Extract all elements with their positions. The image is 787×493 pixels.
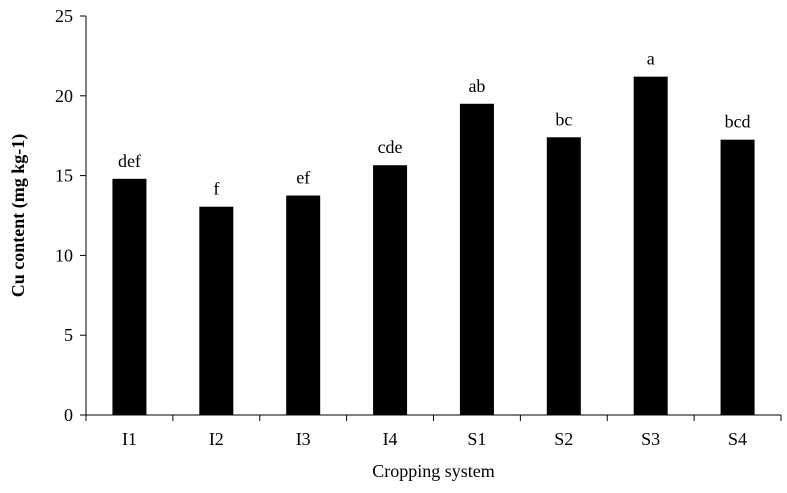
x-axis-ticks: I1 I2 I3 I4 S1 S2 S3 S4 (85, 415, 782, 449)
significance-label: f (213, 179, 219, 199)
significance-label: cde (378, 137, 403, 157)
bar-S1 (459, 103, 494, 415)
y-tick-label: 25 (55, 6, 73, 26)
bars-group: def f ef cde ab bc a bcd (112, 49, 755, 415)
bar-S3 (633, 76, 668, 415)
x-category-label: I3 (296, 429, 311, 449)
x-category-label: S3 (641, 429, 660, 449)
y-axis-ticks: 0 5 10 15 20 25 (55, 6, 86, 425)
x-axis-title: Cropping system (372, 461, 495, 481)
bar-I3 (286, 195, 321, 415)
significance-label: bc (555, 109, 572, 129)
x-category-label: S1 (467, 429, 486, 449)
significance-label: ab (468, 76, 485, 96)
y-tick-label: 5 (64, 325, 73, 345)
bar-I4 (373, 165, 408, 415)
y-tick-label: 0 (64, 405, 73, 425)
y-tick-label: 10 (55, 245, 73, 265)
bar-S2 (546, 137, 581, 415)
bar-I1 (112, 178, 147, 415)
bar-S4 (720, 139, 755, 415)
x-category-label: I2 (209, 429, 224, 449)
significance-label: def (118, 151, 141, 171)
x-category-label: I4 (383, 429, 398, 449)
significance-label: bcd (725, 112, 751, 132)
y-tick-label: 20 (55, 86, 73, 106)
bar-I2 (199, 206, 234, 415)
y-tick-label: 15 (55, 166, 73, 186)
x-category-label: S4 (728, 429, 747, 449)
x-category-label: I1 (122, 429, 137, 449)
x-category-label: S2 (554, 429, 573, 449)
significance-label: a (647, 49, 655, 69)
y-axis-title: Cu content (mg kg-1) (8, 134, 29, 298)
significance-label: ef (296, 168, 310, 188)
